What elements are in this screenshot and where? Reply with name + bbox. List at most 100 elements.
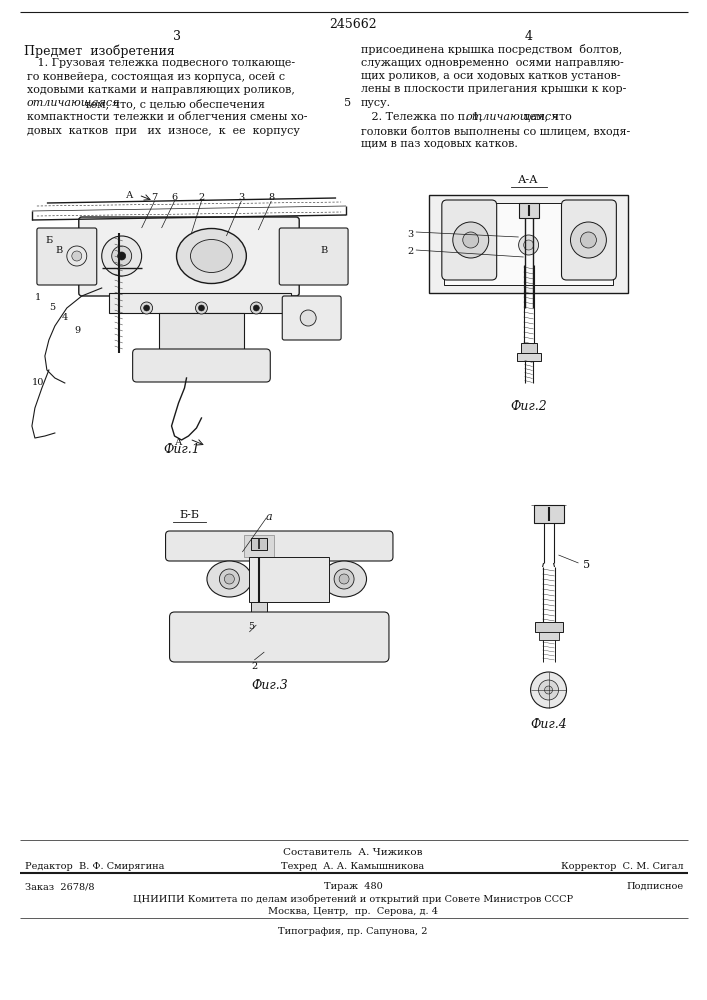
- Bar: [520, 342, 537, 353]
- Circle shape: [199, 305, 204, 311]
- Text: Фиг.1: Фиг.1: [163, 443, 200, 456]
- Text: Техред  А. А. Камышникова: Техред А. А. Камышникова: [281, 862, 425, 871]
- Text: Подписное: Подписное: [626, 882, 683, 891]
- Text: довых  катков  при   их  износе,  к  ее  корпусу: довых катков при их износе, к ее корпусу: [27, 125, 300, 135]
- Circle shape: [253, 305, 259, 311]
- Text: 5: 5: [248, 622, 255, 631]
- Bar: [245, 535, 274, 557]
- Text: Фиг.4: Фиг.4: [530, 718, 567, 731]
- Circle shape: [452, 222, 489, 258]
- Text: 2: 2: [408, 247, 414, 256]
- Circle shape: [219, 569, 240, 589]
- FancyBboxPatch shape: [561, 200, 617, 280]
- Circle shape: [144, 305, 150, 311]
- Text: отличающаяся: отличающаяся: [27, 99, 120, 108]
- Text: 1: 1: [35, 293, 41, 302]
- Text: Предмет  изобретения: Предмет изобретения: [24, 44, 175, 57]
- Text: го конвейера, состоящая из корпуса, осей с: го конвейера, состоящая из корпуса, осей…: [27, 72, 285, 82]
- Circle shape: [524, 240, 534, 250]
- Text: 3: 3: [408, 230, 414, 239]
- Circle shape: [250, 302, 262, 314]
- Text: Тираж  480: Тираж 480: [324, 882, 382, 891]
- Circle shape: [300, 310, 316, 326]
- Text: Корректор  С. М. Сигал: Корректор С. М. Сигал: [561, 862, 683, 871]
- Circle shape: [519, 235, 539, 255]
- Bar: [250, 557, 329, 602]
- Circle shape: [544, 686, 553, 694]
- FancyBboxPatch shape: [282, 296, 341, 340]
- Text: a: a: [266, 512, 273, 522]
- Text: 10: 10: [32, 378, 45, 387]
- Circle shape: [67, 246, 87, 266]
- Text: головки болтов выполнены со шлицем, входя-: головки болтов выполнены со шлицем, вход…: [361, 125, 630, 136]
- Text: ходовыми катками и направляющих роликов,: ходовыми катками и направляющих роликов,: [27, 85, 295, 95]
- Ellipse shape: [322, 561, 366, 597]
- Text: 4: 4: [525, 30, 532, 43]
- Text: 8: 8: [268, 193, 274, 202]
- Bar: [251, 602, 267, 617]
- Circle shape: [334, 569, 354, 589]
- Circle shape: [72, 251, 82, 261]
- Text: компактности тележки и облегчения смены хо-: компактности тележки и облегчения смены …: [27, 112, 308, 122]
- Text: 5: 5: [49, 303, 55, 312]
- Text: А: А: [127, 191, 134, 200]
- Text: Б: Б: [45, 236, 52, 245]
- Text: 6: 6: [172, 193, 177, 202]
- Bar: [539, 632, 559, 640]
- Bar: [158, 313, 245, 353]
- Text: 3: 3: [238, 193, 245, 202]
- Circle shape: [530, 672, 566, 708]
- FancyBboxPatch shape: [279, 228, 348, 285]
- Text: щим в паз ходовых катков.: щим в паз ходовых катков.: [361, 138, 518, 148]
- Circle shape: [112, 246, 132, 266]
- Text: Заказ  2678/8: Заказ 2678/8: [25, 882, 95, 891]
- Circle shape: [463, 232, 479, 248]
- Text: А: А: [175, 438, 182, 447]
- Text: 1. Грузовая тележка подвесного толкающе-: 1. Грузовая тележка подвесного толкающе-: [27, 58, 295, 68]
- Bar: [519, 203, 539, 218]
- Text: 3: 3: [173, 30, 180, 43]
- Text: Б-Б: Б-Б: [180, 510, 199, 520]
- Text: 4: 4: [62, 313, 68, 322]
- Text: 5: 5: [583, 560, 590, 570]
- Text: 2: 2: [199, 193, 204, 202]
- Bar: [534, 505, 563, 523]
- FancyBboxPatch shape: [37, 228, 97, 285]
- FancyBboxPatch shape: [442, 200, 497, 280]
- Text: ЦНИИПИ Комитета по делам изобретений и открытий при Совете Министров СССР: ЦНИИПИ Комитета по делам изобретений и о…: [133, 895, 573, 904]
- Text: отличающаяся: отличающаяся: [465, 111, 559, 121]
- Circle shape: [141, 302, 153, 314]
- Text: 245662: 245662: [329, 18, 377, 31]
- Circle shape: [102, 236, 141, 276]
- Text: Фиг.3: Фиг.3: [251, 679, 288, 692]
- Bar: [517, 353, 541, 360]
- Text: 2: 2: [251, 662, 257, 671]
- Text: Москва, Центр,  пр.  Серова, д. 4: Москва, Центр, пр. Серова, д. 4: [268, 907, 438, 916]
- Text: тем, что, с целью обеспечения: тем, что, с целью обеспечения: [81, 99, 265, 109]
- Text: 2. Тележка по п. 1,: 2. Тележка по п. 1,: [361, 111, 486, 121]
- Bar: [251, 538, 267, 550]
- Text: В: В: [320, 246, 328, 255]
- Text: лены в плоскости прилегания крышки к кор-: лены в плоскости прилегания крышки к кор…: [361, 85, 626, 95]
- Text: 5: 5: [344, 99, 351, 108]
- Text: 7: 7: [151, 193, 158, 202]
- FancyBboxPatch shape: [78, 217, 299, 296]
- Ellipse shape: [190, 239, 233, 272]
- FancyBboxPatch shape: [165, 531, 393, 561]
- Circle shape: [571, 222, 607, 258]
- Text: щих роликов, а оси ходовых катков установ-: щих роликов, а оси ходовых катков устано…: [361, 71, 621, 81]
- FancyBboxPatch shape: [133, 349, 270, 382]
- Text: Фиг.2: Фиг.2: [510, 400, 547, 413]
- Text: присоединена крышка посредством  болтов,: присоединена крышка посредством болтов,: [361, 44, 622, 55]
- Text: А-А: А-А: [518, 175, 539, 185]
- Text: Типография, пр. Сапунова, 2: Типография, пр. Сапунова, 2: [279, 927, 428, 936]
- Bar: [429, 195, 629, 292]
- Circle shape: [539, 680, 559, 700]
- Text: Редактор  В. Ф. Смирягина: Редактор В. Ф. Смирягина: [25, 862, 164, 871]
- Circle shape: [224, 574, 235, 584]
- Text: тем, что: тем, что: [520, 111, 572, 121]
- Ellipse shape: [177, 229, 246, 284]
- Circle shape: [117, 252, 126, 260]
- Text: Составитель  А. Чижиков: Составитель А. Чижиков: [284, 848, 423, 857]
- Ellipse shape: [207, 561, 252, 597]
